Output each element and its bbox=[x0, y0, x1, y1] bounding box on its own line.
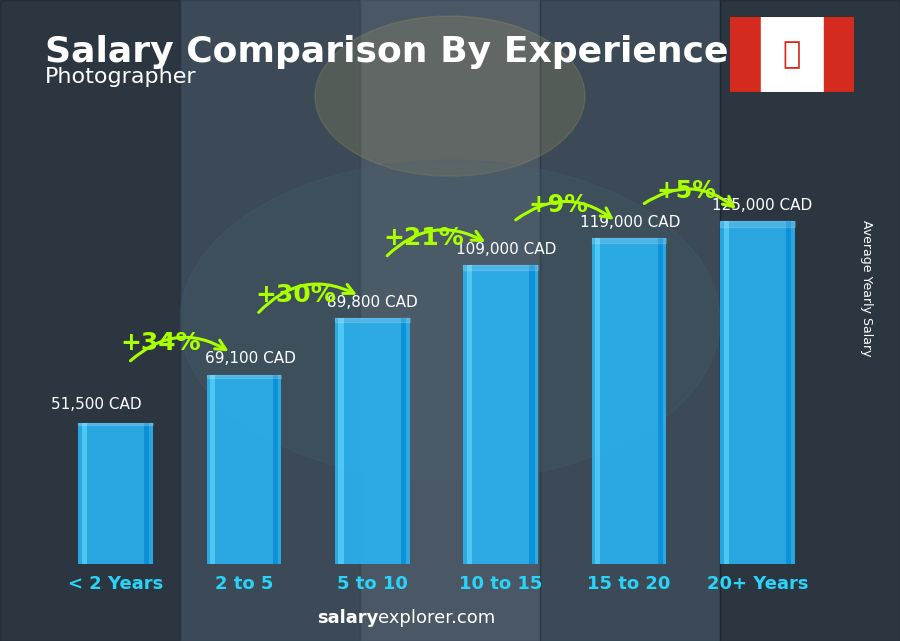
Ellipse shape bbox=[315, 16, 585, 176]
Text: +21%: +21% bbox=[383, 226, 464, 251]
Bar bbox=[360, 0, 540, 641]
Text: salary: salary bbox=[317, 609, 378, 627]
Bar bbox=[720, 222, 795, 564]
Bar bbox=[729, 16, 760, 93]
Text: Average Yearly Salary: Average Yearly Salary bbox=[860, 221, 872, 356]
Bar bbox=[720, 0, 900, 641]
Bar bbox=[144, 423, 149, 564]
Bar bbox=[273, 375, 278, 564]
Bar bbox=[464, 265, 538, 564]
Bar bbox=[180, 0, 360, 641]
Text: 119,000 CAD: 119,000 CAD bbox=[580, 215, 680, 229]
Bar bbox=[0, 0, 180, 641]
Text: +30%: +30% bbox=[255, 283, 336, 307]
Bar bbox=[210, 375, 215, 564]
Bar bbox=[824, 16, 855, 93]
Ellipse shape bbox=[180, 160, 720, 481]
Bar bbox=[467, 265, 472, 564]
Bar bbox=[338, 318, 344, 564]
Bar bbox=[724, 222, 729, 564]
Text: Photographer: Photographer bbox=[45, 67, 196, 87]
Text: Salary Comparison By Experience: Salary Comparison By Experience bbox=[45, 35, 728, 69]
Bar bbox=[786, 222, 791, 564]
Bar bbox=[207, 375, 281, 564]
Bar bbox=[540, 0, 720, 641]
Bar bbox=[335, 318, 410, 564]
Text: +5%: +5% bbox=[657, 179, 716, 203]
Text: 51,500 CAD: 51,500 CAD bbox=[51, 397, 142, 412]
Text: 69,100 CAD: 69,100 CAD bbox=[205, 351, 296, 367]
Bar bbox=[760, 16, 824, 93]
Text: 89,800 CAD: 89,800 CAD bbox=[328, 295, 418, 310]
Bar bbox=[78, 423, 153, 564]
Text: 125,000 CAD: 125,000 CAD bbox=[713, 198, 813, 213]
Bar bbox=[401, 318, 406, 564]
Text: +9%: +9% bbox=[528, 193, 589, 217]
Bar bbox=[529, 265, 535, 564]
Bar bbox=[592, 238, 666, 564]
Bar bbox=[658, 238, 663, 564]
Bar bbox=[82, 423, 87, 564]
Text: explorer.com: explorer.com bbox=[378, 609, 495, 627]
Text: 🍁: 🍁 bbox=[783, 40, 801, 69]
Text: 109,000 CAD: 109,000 CAD bbox=[455, 242, 556, 257]
Bar bbox=[595, 238, 600, 564]
Text: +34%: +34% bbox=[121, 331, 201, 356]
